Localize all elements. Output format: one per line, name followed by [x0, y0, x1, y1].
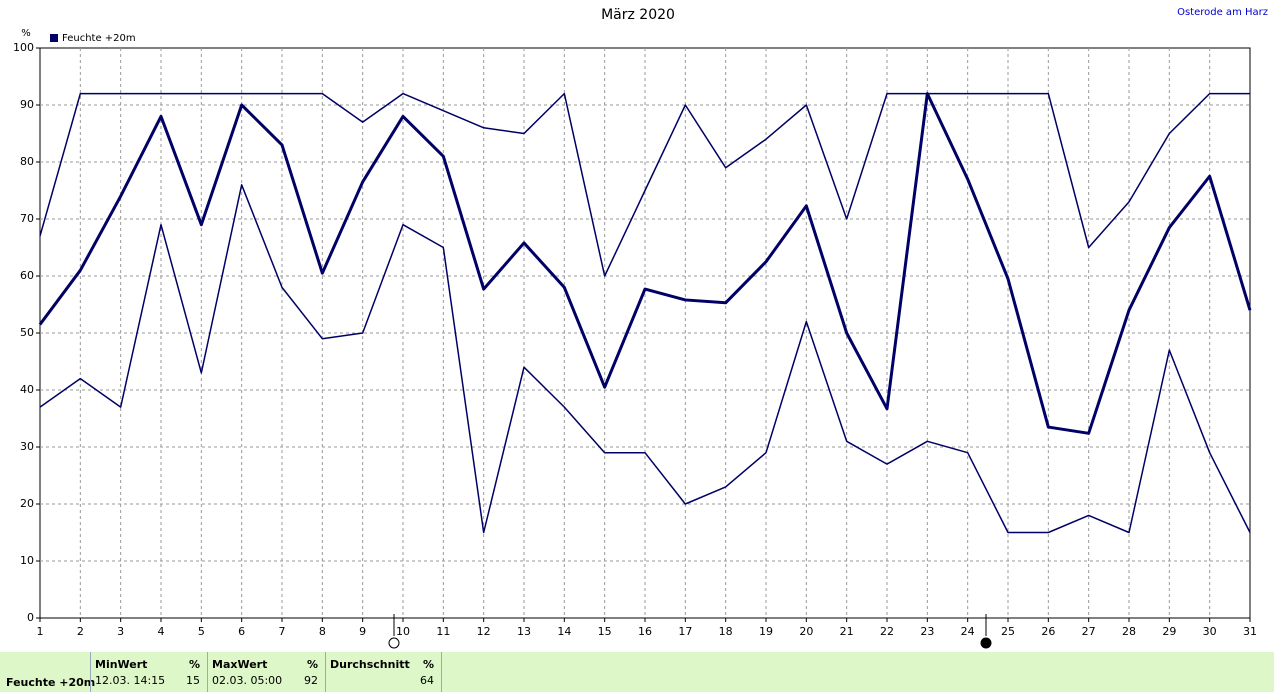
y-tick-label: 90 — [20, 98, 34, 111]
chart: März 2020 Osterode am Harz % Feuchte +20… — [13, 7, 1268, 649]
cell-border — [441, 652, 442, 692]
series-line — [39, 184, 1251, 534]
x-tick-label: 20 — [799, 625, 813, 638]
footer-text: 92 — [304, 674, 318, 687]
y-tick-label: 100 — [13, 41, 34, 54]
x-tick-label: 29 — [1162, 625, 1176, 638]
x-tick-label: 27 — [1082, 625, 1096, 638]
new-moon-icon — [980, 637, 992, 649]
y-tick-label: 60 — [20, 269, 34, 282]
legend-label: Feuchte +20m — [62, 33, 136, 44]
series-line — [39, 92, 1250, 277]
footer-text: % — [422, 658, 434, 671]
stat-cell: MaxWert% 02.03. 05:00 92 — [207, 652, 326, 692]
footer-text: Durchschnitt — [330, 658, 410, 671]
x-tick-label: 17 — [678, 625, 692, 638]
footer: Feuchte +20m MinWert% 12.03. 14:15 15 MaxWer… — [0, 652, 1274, 692]
x-tick-label: 4 — [158, 625, 165, 638]
y-tick-label: 10 — [20, 554, 34, 567]
x-tick-label: 16 — [638, 625, 652, 638]
legend-swatch — [50, 34, 58, 42]
x-tick-label: 23 — [920, 625, 934, 638]
x-tick-label: 21 — [840, 625, 854, 638]
x-tick-label: 26 — [1041, 625, 1055, 638]
x-tick-label: 2 — [77, 625, 84, 638]
x-tick-label: 9 — [359, 625, 366, 638]
stat-cell: Durchschnitt% 64 — [325, 652, 442, 692]
x-tick-label: 28 — [1122, 625, 1136, 638]
y-tick-label: 80 — [20, 155, 34, 168]
y-tick-label: 0 — [27, 611, 34, 624]
x-tick-label: 8 — [319, 625, 326, 638]
x-tick-label: 12 — [477, 625, 491, 638]
footer-text: % — [306, 658, 318, 671]
stat-cell: MinWert% 12.03. 14:15 15 — [90, 652, 208, 692]
y-unit: % — [21, 28, 31, 39]
x-tick-label: 10 — [396, 625, 410, 638]
x-tick-label: 11 — [436, 625, 450, 638]
y-tick-label: 40 — [20, 383, 34, 396]
series-line — [38, 92, 1252, 435]
y-tick-label: 70 — [20, 212, 34, 225]
footer-text: MinWert — [95, 658, 148, 671]
chart-title: März 2020 — [601, 7, 675, 23]
x-tick-label: 7 — [279, 625, 286, 638]
x-tick-label: 25 — [1001, 625, 1015, 638]
x-tick-label: 6 — [238, 625, 245, 638]
x-tick-label: 22 — [880, 625, 894, 638]
footer-text: % — [188, 658, 200, 671]
x-tick-label: 15 — [598, 625, 612, 638]
x-tick-label: 1 — [37, 625, 44, 638]
y-tick-label: 50 — [20, 326, 34, 339]
x-tick-label: 14 — [557, 625, 571, 638]
x-tick-label: 31 — [1243, 625, 1257, 638]
footer-text: 02.03. 05:00 — [212, 674, 283, 687]
y-tick-label: 30 — [20, 440, 34, 453]
x-tick-label: 3 — [117, 625, 124, 638]
footer-text: Feuchte +20m — [6, 676, 96, 689]
footer-text: 12.03. 14:15 — [95, 674, 166, 687]
location: Osterode am Harz — [1177, 7, 1268, 18]
y-tick-label: 20 — [20, 497, 34, 510]
x-tick-label: 24 — [961, 625, 975, 638]
footer-text: MaxWert — [212, 658, 268, 671]
full-moon-icon — [388, 637, 400, 649]
x-tick-label: 13 — [517, 625, 531, 638]
x-tick-label: 19 — [759, 625, 773, 638]
x-tick-label: 18 — [719, 625, 733, 638]
x-tick-label: 30 — [1203, 625, 1217, 638]
footer-text: 64 — [420, 674, 434, 687]
x-tick-label: 5 — [198, 625, 205, 638]
footer-text: 15 — [186, 674, 200, 687]
